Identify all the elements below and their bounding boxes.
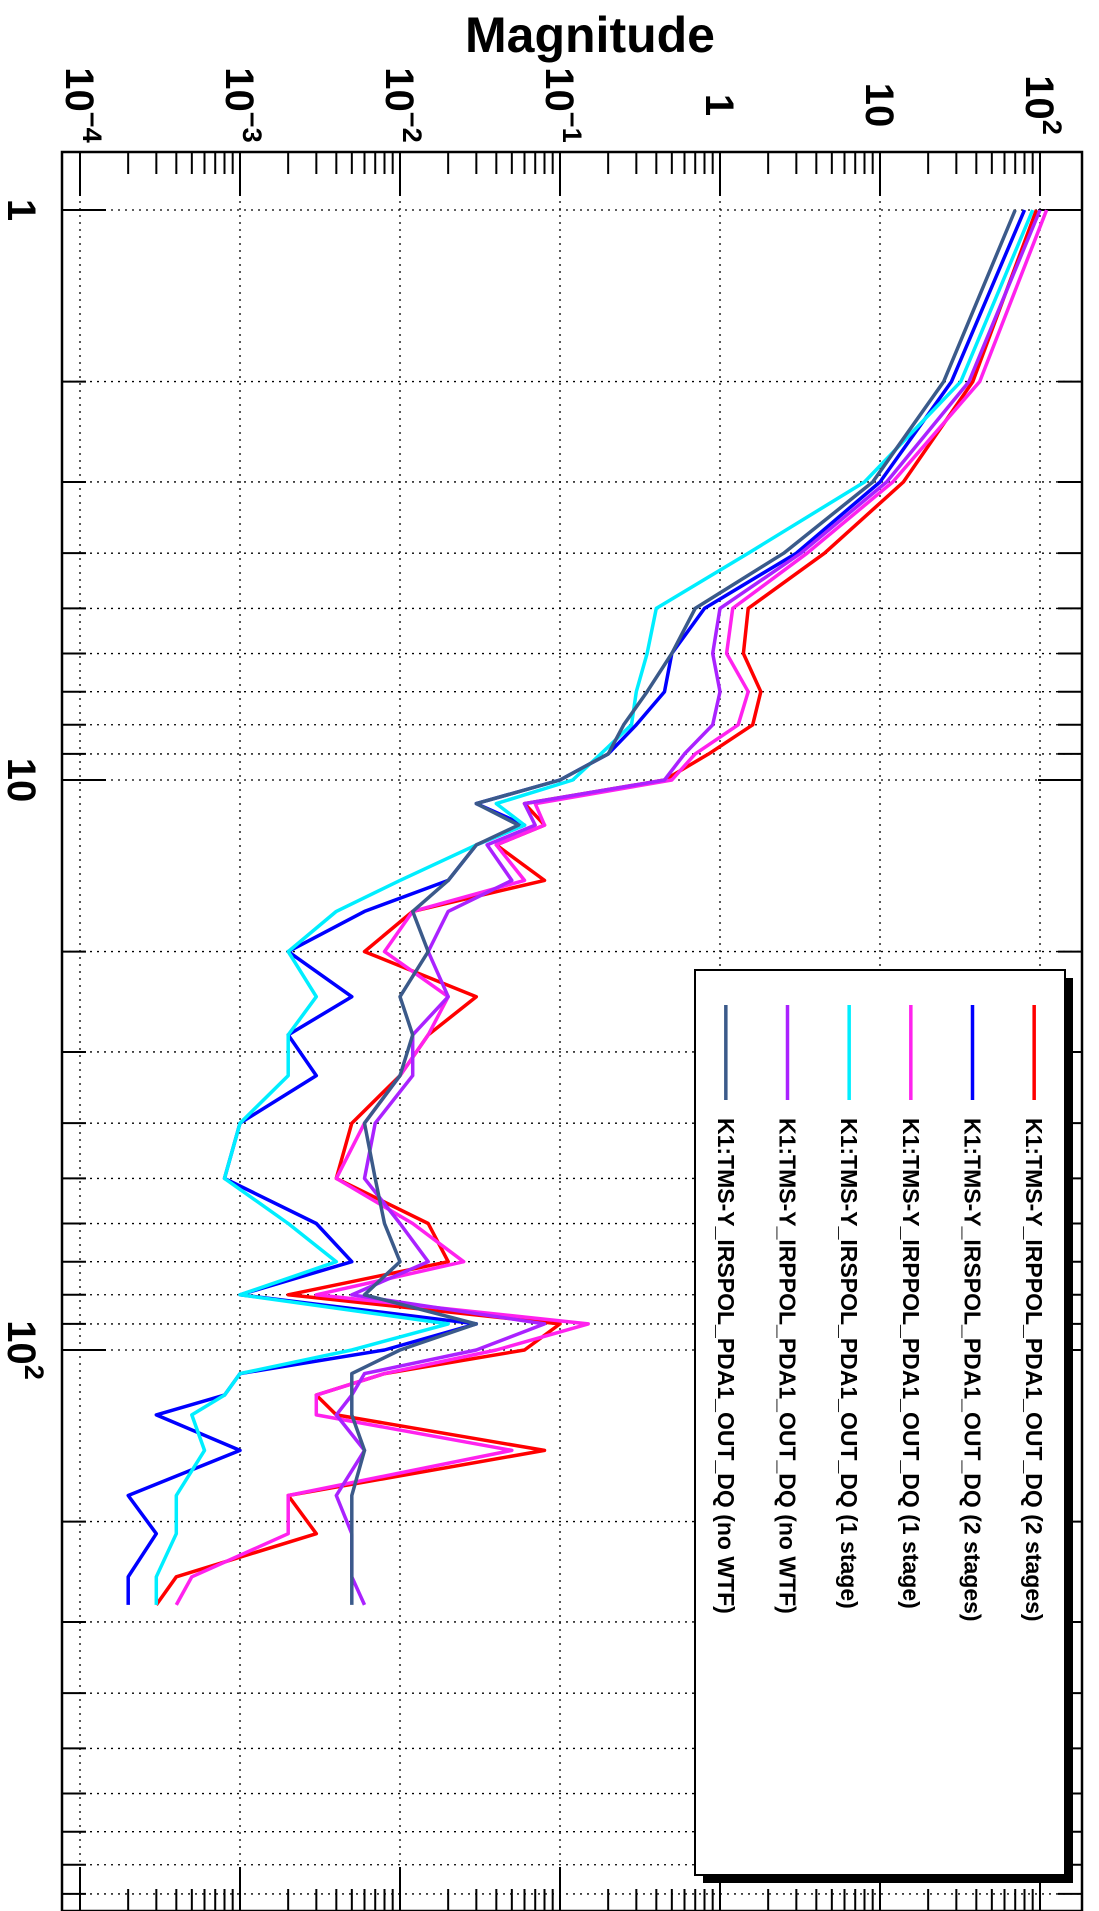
y-tick-label-base: 10: [857, 83, 901, 128]
svg-text:10: 10: [0, 758, 43, 803]
legend-label: K1:TMS-Y_IRSPOL_PDA1_OUT_DQ (1 stage): [836, 1118, 862, 1609]
series-line-3: [174, 209, 1049, 1606]
y-tick-label-base: 10: [217, 67, 261, 112]
legend-entry: K1:TMS-Y_IRSPOL_PDA1_OUT_DQ (no WTF): [713, 1118, 739, 1614]
y-tick-label-exponent: −1: [557, 112, 588, 143]
svg-text:10−4: 10−4: [57, 67, 108, 143]
x-tick-label-base: 10: [0, 1320, 43, 1365]
x-tick-label: 102: [0, 1320, 50, 1380]
series-line-1: [154, 209, 1039, 1606]
y-tick-label-base: 10: [537, 67, 581, 112]
legend-label: K1:TMS-Y_IRPPOL_PDA1_OUT_DQ (2 stages): [1021, 1118, 1047, 1622]
legend-label: K1:TMS-Y_IRSPOL_PDA1_OUT_DQ (2 stages): [960, 1118, 986, 1622]
series-layer: [126, 209, 1049, 1606]
y-axis-title: Magnitude: [465, 7, 715, 63]
y-tick-label: 102: [1017, 75, 1068, 135]
y-tick-label: 10: [857, 83, 901, 128]
y-tick-label: 1: [697, 94, 741, 116]
y-tick-label: 10−1: [537, 67, 588, 143]
y-tick-labels: 10−410−310−210−11 10 102: [57, 67, 1068, 143]
y-tick-label-base: 10: [57, 67, 101, 112]
y-tick-label-exponent: 2: [1037, 120, 1068, 135]
grid-lines: [62, 152, 1082, 1911]
series-line-2: [126, 209, 1027, 1605]
y-tick-label-base: 10: [1017, 75, 1061, 120]
x-tick-label: 10: [0, 758, 43, 803]
legend-label: K1:TMS-Y_IRPPOL_PDA1_OUT_DQ (no WTF): [775, 1118, 801, 1614]
series-line-4: [154, 209, 1035, 1605]
legend-label: K1:TMS-Y_IRSPOL_PDA1_OUT_DQ (no WTF): [713, 1118, 739, 1614]
y-tick-label-exponent: −3: [237, 112, 268, 143]
svg-text:1: 1: [697, 94, 741, 116]
y-tick-label-exponent: −4: [77, 112, 108, 143]
svg-text:10−1: 10−1: [537, 67, 588, 143]
series-line-6: [350, 209, 1017, 1605]
legend-entry: K1:TMS-Y_IRSPOL_PDA1_OUT_DQ (1 stage): [836, 1118, 862, 1609]
legend-box: [694, 969, 1066, 1876]
legend: K1:TMS-Y_IRPPOL_PDA1_OUT_DQ (2 stages) K1…: [694, 969, 1073, 1883]
legend-entry: K1:TMS-Y_IRSPOL_PDA1_OUT_DQ (2 stages): [960, 1118, 986, 1622]
legend-label: K1:TMS-Y_IRPPOL_PDA1_OUT_DQ (1 stage): [898, 1118, 924, 1609]
svg-text:102: 102: [0, 1320, 50, 1380]
svg-text:10−3: 10−3: [217, 67, 268, 143]
x-tick-label-exponent: 2: [19, 1365, 50, 1380]
plot-frame: [60, 150, 1084, 1911]
svg-text:102: 102: [1017, 75, 1068, 135]
y-tick-label: 10−3: [217, 67, 268, 143]
y-tick-label-base: 1: [697, 94, 741, 116]
legend-entry: K1:TMS-Y_IRPPOL_PDA1_OUT_DQ (2 stages): [1021, 1118, 1047, 1622]
y-tick-label-exponent: −2: [397, 112, 428, 143]
legend-entry: K1:TMS-Y_IRPPOL_PDA1_OUT_DQ (1 stage): [898, 1118, 924, 1609]
x-tick-label-base: 1: [0, 199, 43, 221]
x-tick-label-base: 10: [0, 758, 43, 803]
series-line-5: [334, 209, 1042, 1606]
y-tick-label: 10−4: [57, 67, 108, 143]
y-tick-label-base: 10: [377, 67, 421, 112]
x-tick-label: 1: [0, 199, 43, 221]
axis-ticks: [62, 152, 1082, 1911]
svg-text:1: 1: [0, 199, 43, 221]
y-tick-label: 10−2: [377, 67, 428, 143]
svg-text:10: 10: [857, 83, 901, 128]
svg-text:10−2: 10−2: [377, 67, 428, 143]
legend-entry: K1:TMS-Y_IRPPOL_PDA1_OUT_DQ (no WTF): [775, 1118, 801, 1614]
